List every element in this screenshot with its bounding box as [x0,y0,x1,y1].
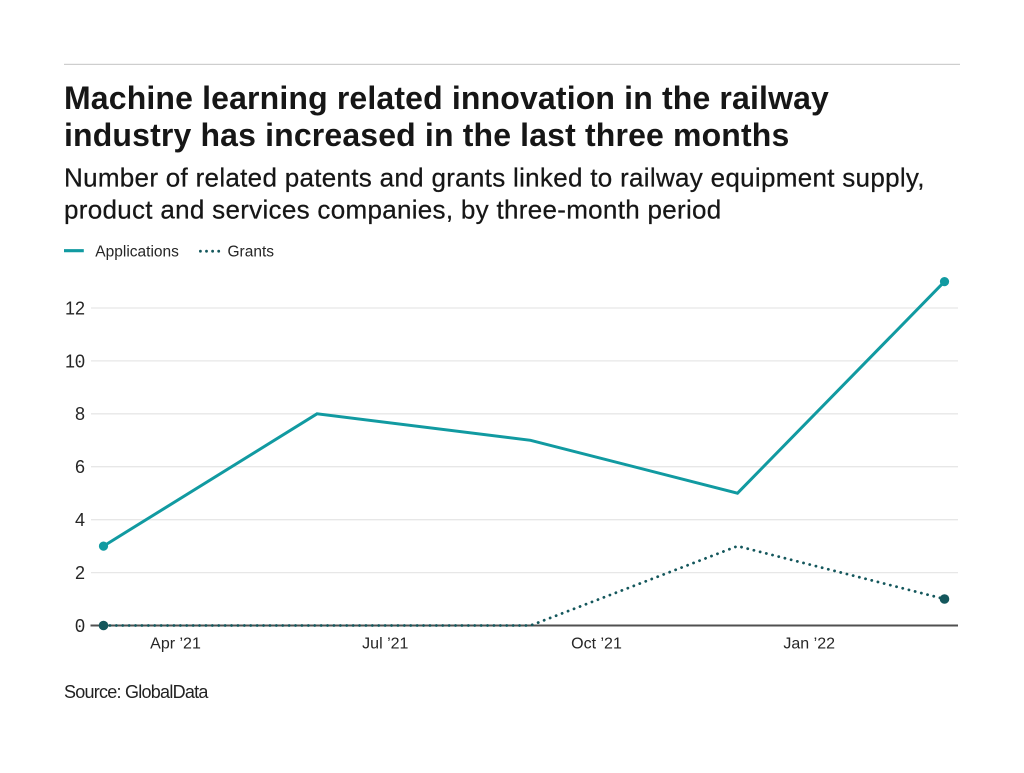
svg-text:Applications: Applications [95,243,179,260]
svg-text:Apr ’21: Apr ’21 [150,635,201,652]
svg-text:2: 2 [75,563,85,583]
svg-text:Grants: Grants [228,243,275,260]
svg-text:6: 6 [75,457,85,477]
svg-text:Jan ’22: Jan ’22 [783,635,835,652]
svg-text:4: 4 [75,510,85,530]
svg-text:Number of related patents and: Number of related patents and grants lin… [64,163,925,193]
svg-text:product and services companies: product and services companies, by three… [64,195,722,225]
svg-text:industry has increased in the: industry has increased in the last three… [64,117,789,153]
svg-text:12: 12 [65,298,85,318]
svg-text:Source: GlobalData: Source: GlobalData [64,682,209,702]
svg-text:8: 8 [75,404,85,424]
svg-text:Jul ’21: Jul ’21 [362,635,408,652]
svg-text:Oct ’21: Oct ’21 [571,635,622,652]
svg-text:Machine learning related innov: Machine learning related innovation in t… [64,80,829,116]
svg-text:10: 10 [65,351,85,371]
